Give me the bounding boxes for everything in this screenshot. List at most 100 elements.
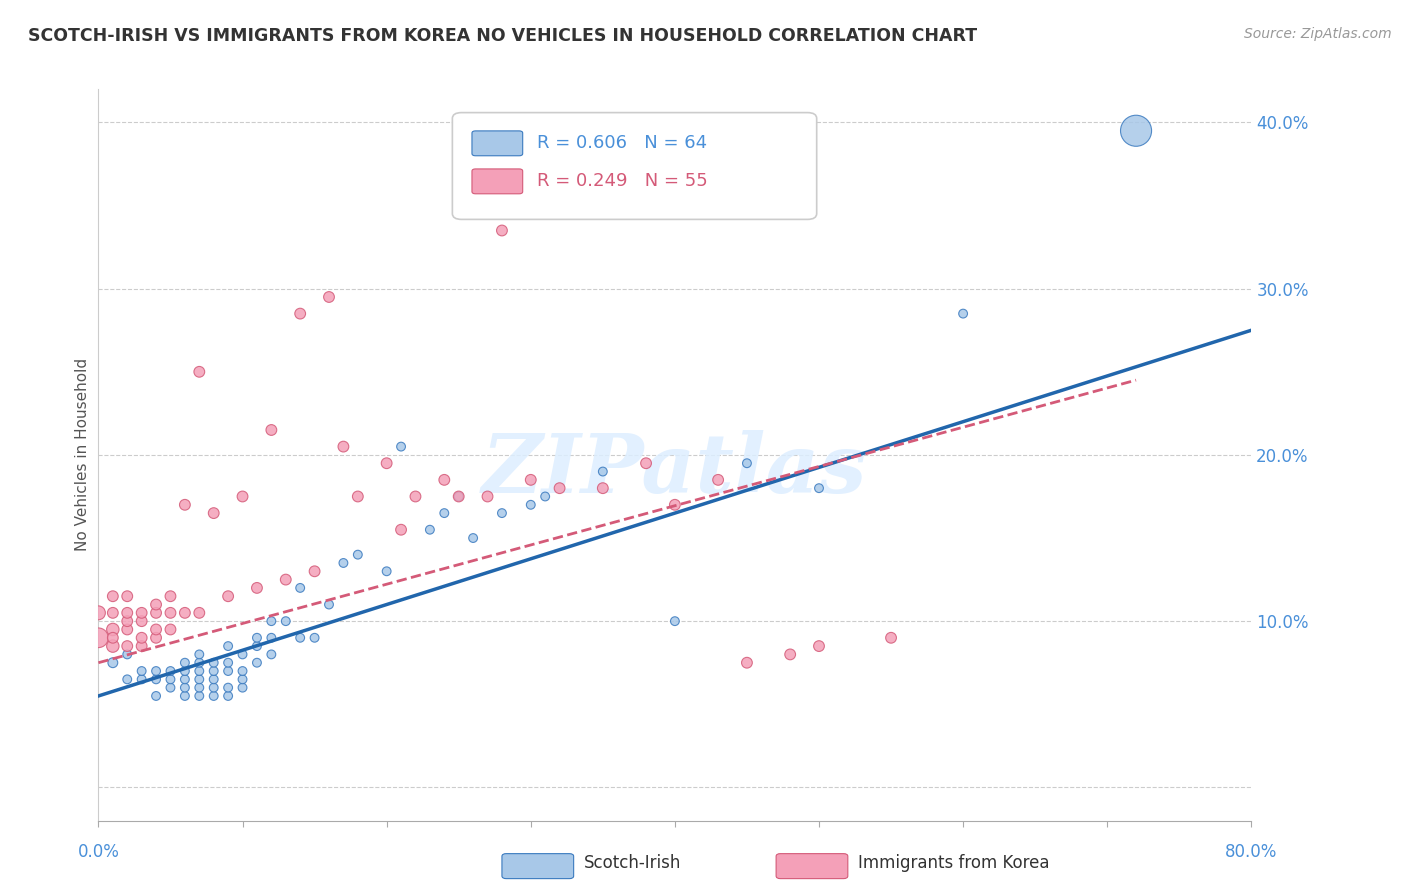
Point bbox=[318, 598, 340, 612]
Point bbox=[231, 681, 254, 695]
Point bbox=[491, 223, 513, 237]
Point bbox=[405, 490, 427, 504]
Point bbox=[131, 639, 153, 653]
Point bbox=[274, 573, 297, 587]
Point bbox=[389, 440, 412, 454]
Point bbox=[592, 465, 614, 479]
Point bbox=[231, 664, 254, 678]
Point bbox=[592, 481, 614, 495]
Point bbox=[131, 664, 153, 678]
Text: R = 0.249   N = 55: R = 0.249 N = 55 bbox=[537, 171, 707, 190]
Point bbox=[131, 606, 153, 620]
Point bbox=[101, 589, 124, 603]
Point bbox=[217, 664, 239, 678]
Point bbox=[217, 589, 239, 603]
Point bbox=[461, 531, 484, 545]
Point bbox=[174, 689, 197, 703]
Point bbox=[290, 307, 312, 321]
Point bbox=[188, 673, 211, 687]
Point bbox=[217, 689, 239, 703]
Point bbox=[246, 656, 269, 670]
Point bbox=[188, 648, 211, 662]
Point bbox=[188, 365, 211, 379]
Point bbox=[636, 456, 658, 470]
Point bbox=[145, 623, 167, 637]
Point bbox=[491, 506, 513, 520]
Point bbox=[117, 639, 138, 653]
Point bbox=[217, 639, 239, 653]
Point bbox=[202, 681, 225, 695]
Text: R = 0.606   N = 64: R = 0.606 N = 64 bbox=[537, 134, 707, 152]
Point bbox=[159, 589, 181, 603]
FancyBboxPatch shape bbox=[472, 131, 523, 156]
Point bbox=[145, 664, 167, 678]
Point bbox=[145, 631, 167, 645]
Point bbox=[159, 623, 181, 637]
Point bbox=[520, 473, 543, 487]
Point bbox=[159, 673, 181, 687]
Text: 0.0%: 0.0% bbox=[77, 843, 120, 861]
Point bbox=[477, 490, 499, 504]
Point bbox=[433, 473, 456, 487]
Point bbox=[447, 490, 470, 504]
Point bbox=[217, 656, 239, 670]
Point bbox=[346, 548, 368, 562]
Point bbox=[952, 307, 974, 321]
Point bbox=[260, 631, 283, 645]
Point bbox=[117, 648, 138, 662]
FancyBboxPatch shape bbox=[453, 112, 817, 219]
Point bbox=[117, 623, 138, 637]
Point bbox=[202, 673, 225, 687]
Point bbox=[231, 490, 254, 504]
Point bbox=[318, 290, 340, 304]
Point bbox=[174, 498, 197, 512]
Point bbox=[807, 639, 830, 653]
Point bbox=[260, 648, 283, 662]
Point bbox=[188, 656, 211, 670]
Point bbox=[246, 639, 269, 653]
Point bbox=[174, 664, 197, 678]
Point bbox=[145, 598, 167, 612]
Point bbox=[117, 589, 138, 603]
Point bbox=[534, 490, 557, 504]
Point bbox=[664, 498, 686, 512]
Point bbox=[117, 614, 138, 628]
Point bbox=[548, 481, 571, 495]
Point bbox=[202, 656, 225, 670]
Text: ZIPatlas: ZIPatlas bbox=[482, 430, 868, 509]
Point bbox=[159, 664, 181, 678]
Point bbox=[290, 581, 312, 595]
Point bbox=[101, 606, 124, 620]
Point bbox=[101, 656, 124, 670]
Point bbox=[188, 664, 211, 678]
Point bbox=[779, 648, 801, 662]
Point bbox=[346, 490, 368, 504]
Point bbox=[304, 564, 326, 578]
Text: Scotch-Irish: Scotch-Irish bbox=[583, 855, 681, 872]
Point bbox=[389, 523, 412, 537]
Point bbox=[174, 673, 197, 687]
Point bbox=[332, 440, 354, 454]
Point bbox=[159, 681, 181, 695]
Point bbox=[433, 506, 456, 520]
Point bbox=[202, 664, 225, 678]
Point bbox=[520, 498, 543, 512]
Point bbox=[117, 606, 138, 620]
FancyBboxPatch shape bbox=[472, 169, 523, 194]
Point bbox=[87, 606, 110, 620]
Point bbox=[202, 689, 225, 703]
Point bbox=[231, 673, 254, 687]
Point bbox=[735, 656, 758, 670]
Point bbox=[447, 490, 470, 504]
Point bbox=[707, 473, 730, 487]
Point bbox=[202, 506, 225, 520]
Point bbox=[231, 648, 254, 662]
Point bbox=[260, 423, 283, 437]
Point bbox=[375, 456, 398, 470]
Point bbox=[246, 631, 269, 645]
Point bbox=[87, 631, 110, 645]
Text: SCOTCH-IRISH VS IMMIGRANTS FROM KOREA NO VEHICLES IN HOUSEHOLD CORRELATION CHART: SCOTCH-IRISH VS IMMIGRANTS FROM KOREA NO… bbox=[28, 27, 977, 45]
Y-axis label: No Vehicles in Household: No Vehicles in Household bbox=[75, 359, 90, 551]
Point bbox=[260, 614, 283, 628]
Point bbox=[664, 614, 686, 628]
